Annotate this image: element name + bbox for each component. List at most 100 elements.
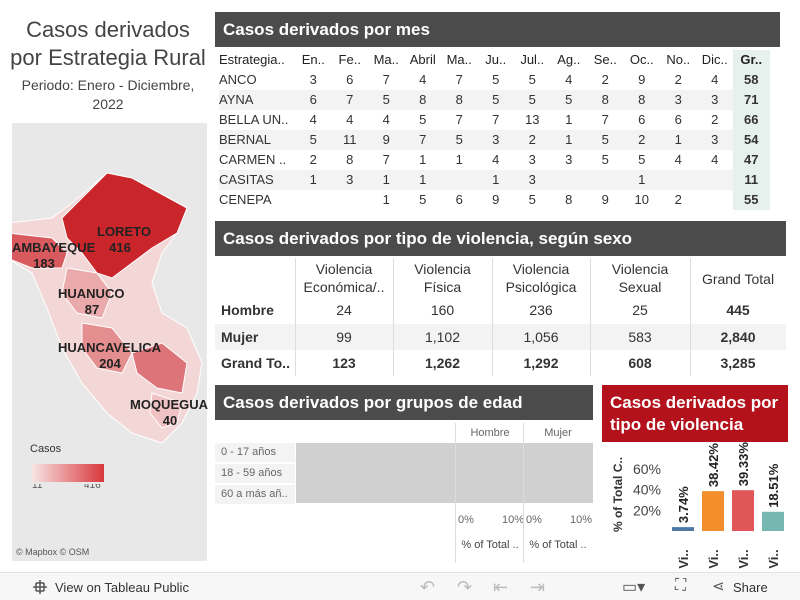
table-cell: 3	[674, 92, 682, 107]
map-attribution: © Mapbox © OSM	[16, 547, 90, 557]
revert-button[interactable]: ⇤	[493, 577, 509, 597]
table-cell: 3	[492, 132, 500, 147]
table-cell: 3	[711, 132, 719, 147]
bar	[762, 511, 784, 531]
cell-background	[215, 464, 295, 483]
table-cell: 6	[674, 112, 682, 127]
table-cell: 1	[419, 152, 427, 167]
table-cell: 9	[492, 192, 500, 207]
table-cell: 4	[346, 112, 354, 127]
table-cell: 13	[525, 112, 540, 127]
bar	[732, 490, 754, 531]
axis-tick-label: 0%	[526, 514, 542, 526]
download-button[interactable]: ▭▾	[622, 579, 646, 596]
table-cell: 5	[528, 72, 536, 87]
table-cell: 6	[346, 72, 354, 87]
redo-button[interactable]: ↷	[457, 577, 473, 597]
divider	[590, 258, 591, 376]
table-cell: 6	[638, 112, 646, 127]
map-region	[12, 233, 68, 269]
table-cell: 1,102	[424, 328, 461, 345]
table-header: Ma..	[373, 52, 399, 67]
axis-title: % of Total ..	[529, 539, 587, 551]
table-cell: 123	[332, 355, 356, 371]
divider	[523, 423, 524, 563]
map-region	[81, 322, 133, 374]
row-label: CASITAS	[219, 172, 274, 187]
table-cell: 2	[638, 132, 646, 147]
table-cell: 7	[419, 132, 427, 147]
table-cell: 5	[419, 192, 427, 207]
table-cell: 1	[309, 172, 317, 187]
table-cell: 2,840	[720, 328, 756, 345]
table-header: Ju..	[485, 52, 507, 67]
table-cell: 583	[628, 328, 652, 345]
divider	[690, 258, 691, 376]
table-cell: 11	[343, 132, 357, 147]
x-tick-label: Vi..	[736, 549, 751, 568]
column-header: Hombre	[470, 427, 510, 439]
axis-tick-label: 10%	[569, 514, 592, 526]
table-header: Violencia Física	[414, 261, 471, 295]
legend-title: Casos	[30, 443, 62, 455]
table-cell: 99	[336, 328, 352, 345]
table-cell: 5	[309, 132, 317, 147]
undo-button[interactable]: ↶	[420, 577, 436, 597]
row-label: AYNA	[219, 92, 254, 107]
cell-background	[215, 485, 295, 504]
table-cell: 2	[528, 132, 536, 147]
row-label: CARMEN ..	[219, 152, 287, 167]
table-cell: 4	[419, 72, 427, 87]
view-link[interactable]: View on Tableau Public	[55, 580, 189, 595]
y-tick-label: 40%	[633, 482, 661, 498]
map-value: 40	[162, 413, 178, 428]
table-cell: 1	[382, 192, 390, 207]
section-title: Casos derivados por mes	[215, 12, 780, 47]
table-cell: 7	[382, 152, 390, 167]
share-button[interactable]: Share	[733, 580, 768, 595]
y-axis-title: % of Total C..	[611, 457, 625, 532]
value-label: 38.42%	[706, 443, 721, 488]
bar	[672, 527, 694, 531]
section-title: Casos derivados por tipo de violencia, s…	[215, 221, 786, 256]
toolbar: View on Tableau Public ↶ ↷ ⇤ ⇥ ▭▾ ⛶ ⋖ Sh…	[0, 572, 800, 600]
table-cell: 1	[638, 172, 646, 187]
tableau-icon	[33, 580, 47, 594]
table-cell: 160	[430, 302, 455, 318]
table-cell: 5	[565, 92, 573, 107]
map	[12, 123, 207, 561]
map-region	[131, 342, 188, 394]
table-cell: 5	[638, 152, 646, 167]
pause-button[interactable]: ⇥	[530, 577, 546, 597]
plot-area	[296, 443, 593, 503]
divider	[393, 258, 394, 376]
table-cell: 24	[336, 302, 352, 318]
table-cell: 9	[601, 192, 609, 207]
fullscreen-button[interactable]: ⛶	[675, 577, 687, 594]
table-cell: 9	[638, 72, 646, 87]
divider	[455, 423, 456, 563]
table-cell: 4	[492, 152, 500, 167]
section-title: Casos derivados por tipo de violencia	[602, 385, 788, 442]
table-cell: 6	[309, 92, 317, 107]
table-total: 11	[744, 172, 759, 187]
dashboard-title: Casos derivados por Estrategia Rural	[10, 17, 206, 70]
table-cell: 7	[601, 112, 609, 127]
table-cell: 4	[382, 112, 390, 127]
map-label: LAMBAYEQUE	[4, 240, 96, 255]
table-cell: 6	[455, 192, 463, 207]
cell-background	[219, 170, 733, 190]
table-cell: 8	[565, 192, 573, 207]
share-icon[interactable]: ⋖	[712, 578, 725, 595]
divider	[295, 258, 296, 376]
value-label: 39.33%	[736, 442, 751, 486]
axis-tick-label: 10%	[501, 514, 524, 526]
x-tick-label: Vi..	[766, 549, 781, 568]
legend-ramp	[32, 464, 104, 482]
table-cell: 5	[528, 92, 536, 107]
section-title: Casos derivados por grupos de edad	[215, 385, 593, 420]
cell-background	[219, 130, 733, 150]
table-cell: 5	[528, 192, 536, 207]
table-cell: 1	[674, 132, 682, 147]
